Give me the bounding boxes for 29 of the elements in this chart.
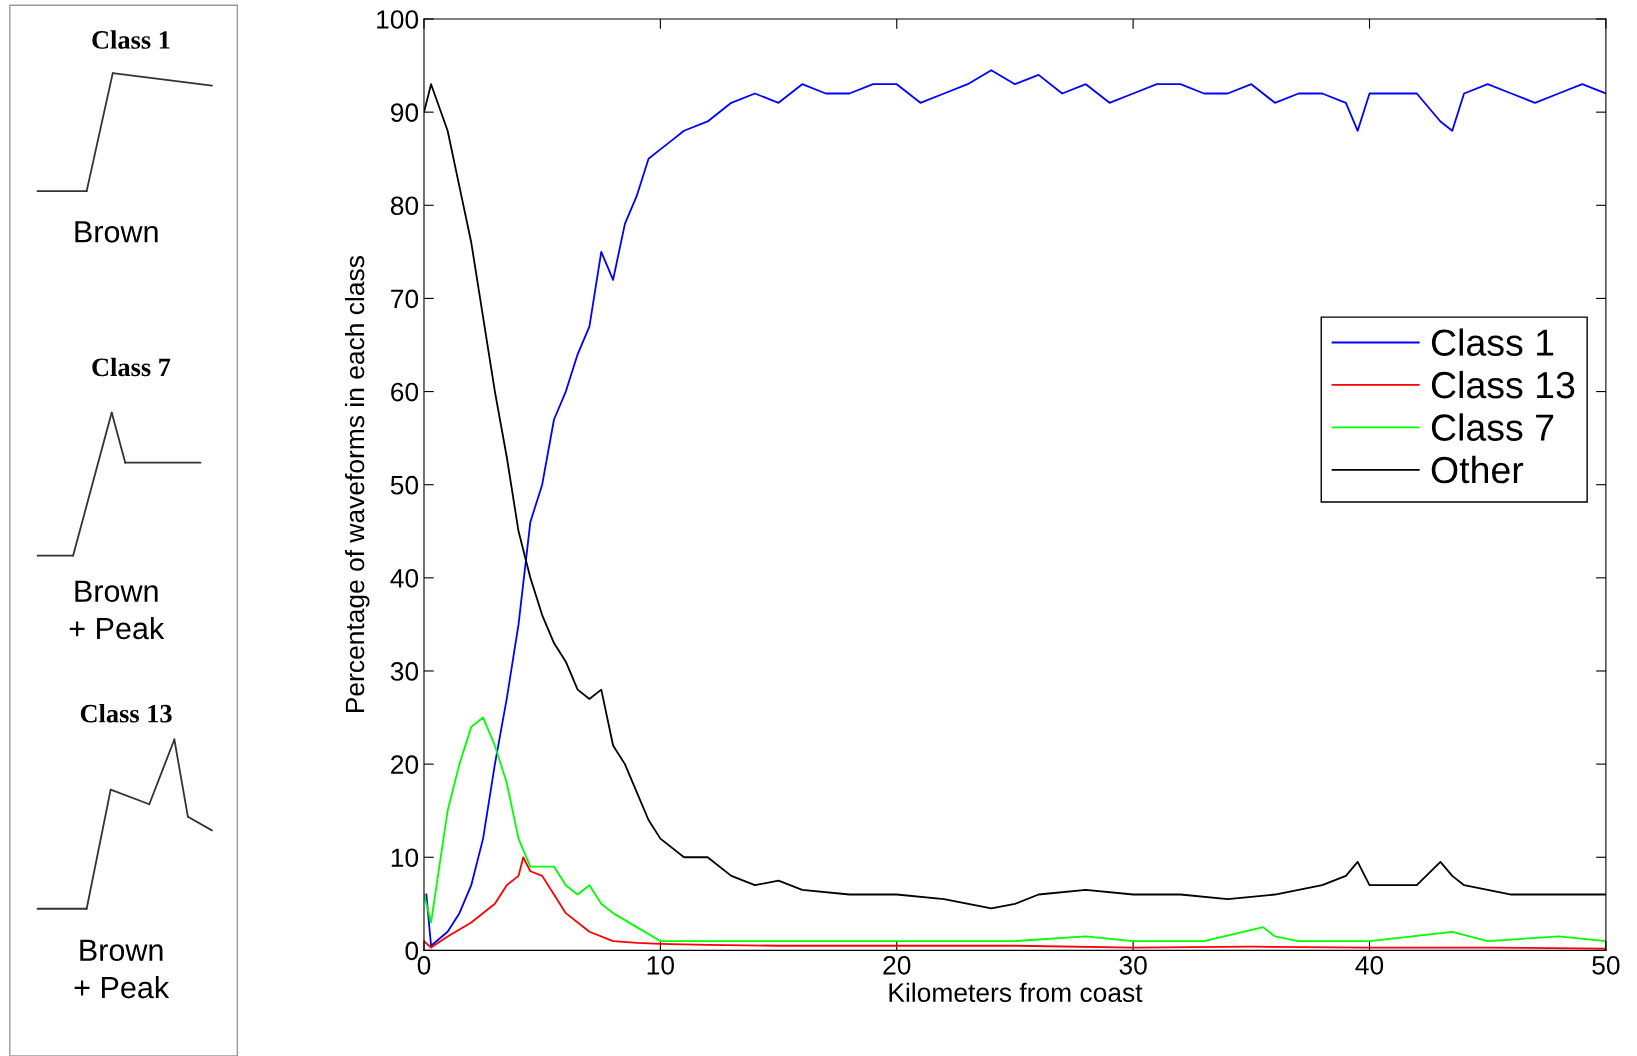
y-tick-label: 80 (390, 196, 419, 216)
y-tick-label: 100 (377, 10, 419, 29)
y-tick-label: 30 (390, 662, 419, 681)
y-tick-label: 10 (391, 848, 419, 868)
y-tick-label: 50 (390, 475, 419, 495)
text: Class 1 (92, 30, 170, 49)
text: Brown + Peak (74, 939, 170, 999)
legend-label: Class 1 (1431, 328, 1554, 356)
y-tick-label: 70 (391, 289, 419, 309)
text: Class 13 (80, 704, 172, 723)
text: Brown + Peak (69, 580, 165, 640)
x-tick-label: 40 (1355, 955, 1384, 975)
x-tick-label: 50 (1592, 955, 1620, 975)
x-tick-label: 30 (1119, 955, 1147, 975)
y-tick-label: 40 (390, 568, 419, 588)
y-tick-label: 90 (391, 103, 419, 122)
x-tick-label: 20 (883, 955, 911, 975)
text: Brown (75, 221, 158, 243)
y-tick-label: 0 (405, 941, 419, 961)
legend-label: Class 7 (1431, 413, 1554, 441)
y-axis-title: Percentage of waveforms in each class (344, 256, 370, 713)
legend-label: Other (1431, 455, 1524, 484)
text: Class 7 (92, 357, 171, 377)
y-tick-label: 20 (391, 755, 419, 774)
x-tick-label: 10 (647, 955, 675, 975)
legend-label: Class 13 (1431, 370, 1575, 399)
x-axis-title: Kilometers from coast (889, 982, 1143, 1003)
y-tick-label: 60 (391, 382, 419, 402)
line-series (423, 716, 1606, 942)
